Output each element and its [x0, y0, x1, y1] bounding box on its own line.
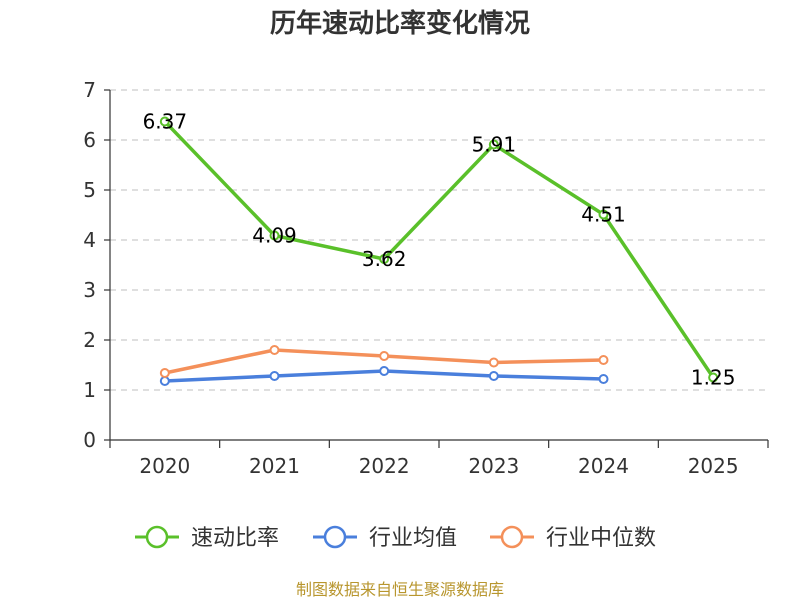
- y-tick-label: 0: [83, 428, 96, 452]
- y-tick-label: 5: [83, 178, 96, 202]
- y-tick-label: 4: [83, 228, 96, 252]
- series-point-2: [488, 357, 499, 368]
- series-point-0: [269, 230, 280, 241]
- series-layer: [159, 116, 719, 386]
- series-point-0: [488, 139, 499, 150]
- y-tick-label: 3: [83, 278, 96, 302]
- series-point-1: [269, 371, 280, 381]
- axes: 0 1 2 3 4 5 6 7 2020 2021 2022 2023 2024 2025: [83, 78, 769, 478]
- series-point-1: [598, 374, 609, 384]
- data-label: 4.51: [581, 203, 626, 227]
- legend-marker-2: [500, 525, 524, 549]
- series-point-1: [488, 371, 499, 381]
- data-label: 1.25: [691, 366, 736, 390]
- x-tick-label: 2020: [139, 454, 190, 478]
- y-tick-label: 2: [83, 328, 96, 352]
- x-tick-label: 2023: [468, 454, 519, 478]
- series-point-0: [159, 116, 170, 127]
- x-tick-label: 2024: [578, 454, 629, 478]
- grid: [110, 89, 768, 391]
- legend-label-0: 速动比率: [191, 526, 279, 551]
- x-tick-label: 2025: [688, 454, 739, 478]
- source-footer: 制图数据来自恒生聚源数据库: [296, 580, 504, 599]
- chart-title: 历年速动比率变化情况: [270, 8, 530, 39]
- y-tick-label: 1: [83, 378, 96, 402]
- series-point-2: [379, 351, 390, 361]
- y-tick-label: 6: [83, 128, 96, 152]
- legend-label-1: 行业均值: [369, 526, 457, 551]
- legend-label-2: 行业中位数: [546, 526, 656, 551]
- data-label: 4.09: [252, 224, 297, 248]
- series-point-2: [269, 345, 280, 355]
- series-point-0: [598, 209, 609, 220]
- series-point-2: [598, 355, 609, 365]
- series-point-0: [379, 254, 390, 264]
- y-tick-label: 7: [83, 78, 96, 102]
- legend-marker-0: [145, 525, 169, 549]
- data-labels: 6.37 4.09 3.62 5.91 4.51 1.25: [143, 110, 736, 390]
- data-label: 6.37: [143, 110, 188, 134]
- series-point-1: [159, 376, 170, 386]
- x-tick-label: 2021: [249, 454, 300, 478]
- series-point-2: [159, 368, 170, 378]
- legend-marker-1: [323, 525, 347, 549]
- series-point-0: [708, 372, 719, 383]
- data-label: 5.91: [472, 133, 517, 157]
- series-line-0: [163, 120, 715, 379]
- legend: 速动比率 行业均值 行业中位数: [135, 525, 656, 551]
- x-tick-label: 2022: [359, 454, 410, 478]
- series-point-1: [379, 366, 390, 376]
- data-label: 3.62: [362, 247, 407, 271]
